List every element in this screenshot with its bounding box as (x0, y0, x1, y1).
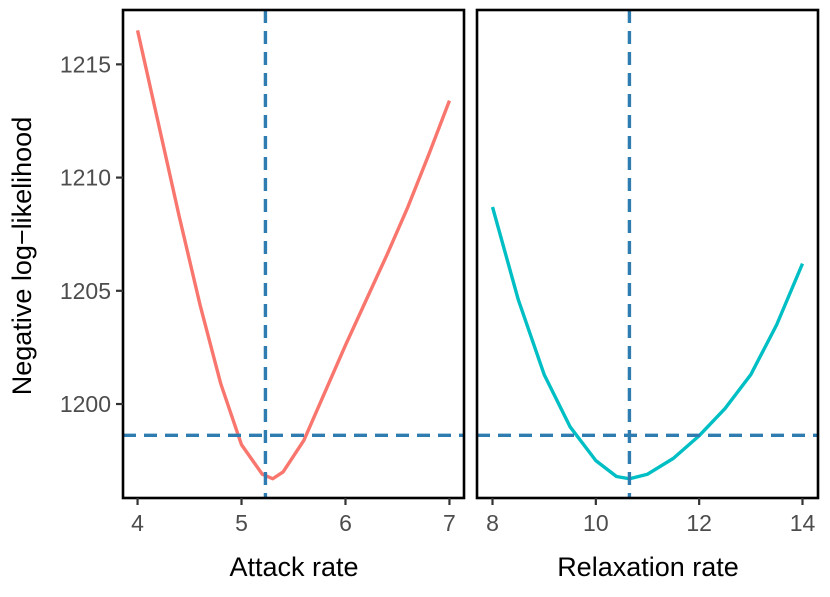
y-tick-label-1210: 1210 (60, 165, 111, 191)
x-tick-label-right-14: 14 (790, 510, 816, 536)
panel-border-left (121, 8, 466, 500)
x-tick-label-left-4: 4 (131, 510, 144, 536)
x-tick-label-right-10: 10 (583, 510, 609, 536)
x-tick-label-left-7: 7 (443, 510, 456, 536)
panel-border-right (475, 8, 820, 500)
x-tick-label-left-5: 5 (235, 510, 248, 536)
panel-left: 4 5 6 7 1200 1205 1210 1215 (60, 8, 466, 536)
x-axis-title-left: Attack rate (229, 552, 358, 582)
series-line-left (135, 30, 452, 481)
x-axis-title-right: Relaxation rate (557, 552, 739, 582)
x-tick-label-right-8: 8 (486, 510, 499, 536)
series-line-right (490, 206, 805, 481)
y-tick-label-1215: 1215 (60, 51, 111, 77)
y-tick-label-1205: 1205 (60, 278, 111, 304)
y-axis-title: Negative log−likelihood (7, 117, 37, 395)
x-tick-label-right-12: 12 (686, 510, 712, 536)
panel-right: 8 10 12 14 (475, 8, 820, 536)
y-tick-label-1200: 1200 (60, 391, 111, 417)
x-tick-label-left-6: 6 (339, 510, 352, 536)
